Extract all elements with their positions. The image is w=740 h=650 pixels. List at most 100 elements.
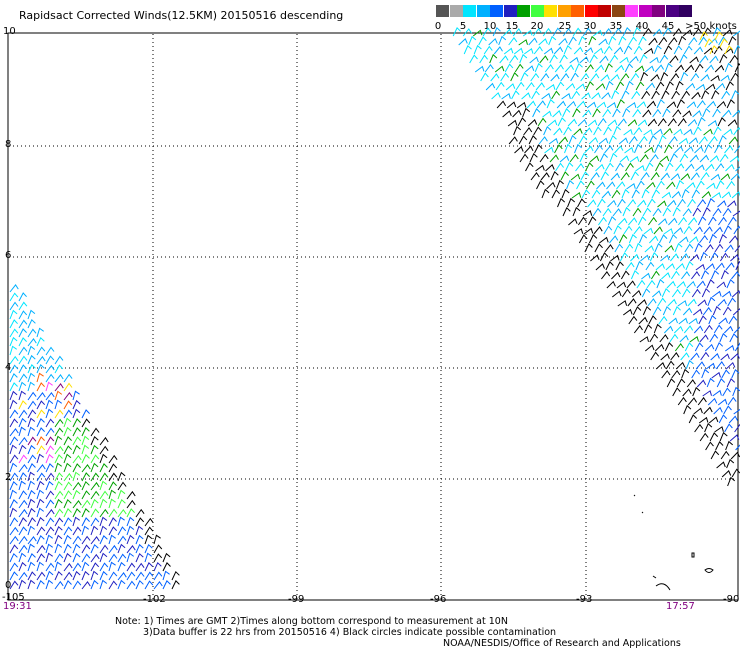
wind-barb bbox=[695, 263, 706, 271]
wind-barb bbox=[559, 54, 568, 64]
wind-barb bbox=[658, 134, 667, 145]
wind-barb bbox=[672, 207, 681, 217]
wind-barb bbox=[27, 354, 36, 365]
legend-swatch bbox=[449, 5, 463, 17]
legend-swatch bbox=[463, 5, 476, 17]
wind-barb bbox=[472, 29, 483, 37]
wind-barb bbox=[9, 399, 18, 410]
wind-barb bbox=[655, 263, 665, 271]
wind-barb bbox=[45, 570, 54, 581]
wind-barb bbox=[687, 298, 697, 307]
wind-barb bbox=[546, 181, 556, 190]
wind-barb bbox=[72, 444, 81, 455]
legend-label: 35 bbox=[609, 21, 623, 32]
wind-barb bbox=[99, 472, 109, 482]
wind-barb bbox=[54, 525, 63, 536]
wind-barb bbox=[726, 378, 736, 388]
wind-barb bbox=[18, 346, 28, 356]
wind-barb bbox=[462, 28, 472, 37]
wind-barb bbox=[536, 100, 546, 109]
wind-barb bbox=[659, 334, 669, 343]
wind-barb bbox=[54, 498, 63, 509]
wind-barb bbox=[732, 109, 740, 118]
wind-barb bbox=[468, 35, 477, 46]
wind-barb bbox=[36, 363, 45, 374]
wind-barb bbox=[63, 391, 73, 401]
wind-barb bbox=[705, 441, 714, 451]
wind-barb bbox=[690, 72, 700, 82]
wind-barb bbox=[721, 191, 732, 199]
wind-barb bbox=[710, 353, 720, 361]
wind-barb bbox=[664, 244, 674, 253]
wind-barb bbox=[153, 571, 163, 581]
wind-barb bbox=[650, 73, 660, 82]
wind-barb bbox=[709, 155, 720, 163]
wind-barb bbox=[679, 236, 689, 244]
wind-barb bbox=[36, 346, 46, 356]
wind-barb bbox=[714, 31, 723, 41]
wind-barb bbox=[699, 334, 709, 343]
wind-barb bbox=[687, 118, 698, 127]
wind-barb bbox=[81, 544, 91, 554]
wind-barb bbox=[730, 72, 739, 82]
wind-barb bbox=[144, 526, 154, 536]
wind-barb bbox=[610, 172, 620, 181]
wind-barb bbox=[577, 118, 588, 127]
wind-barb bbox=[600, 171, 609, 181]
wind-barb bbox=[707, 397, 718, 406]
wind-barb bbox=[564, 143, 573, 154]
wind-barb bbox=[117, 526, 127, 536]
wind-barb bbox=[660, 71, 669, 82]
wind-barb bbox=[63, 562, 73, 572]
wind-barb bbox=[636, 180, 645, 190]
wind-barb bbox=[705, 163, 715, 172]
wind-barb bbox=[534, 62, 543, 73]
wind-barb bbox=[588, 234, 598, 244]
wind-barb bbox=[495, 81, 505, 91]
wind-barb bbox=[9, 364, 19, 374]
wind-barb bbox=[730, 451, 740, 460]
wind-barb bbox=[99, 445, 109, 455]
wind-barb bbox=[693, 126, 702, 136]
wind-barb bbox=[54, 517, 64, 527]
wind-barb bbox=[575, 163, 585, 172]
wind-barb bbox=[108, 498, 116, 509]
wind-barb bbox=[99, 463, 108, 473]
wind-barb bbox=[717, 216, 727, 226]
wind-barb bbox=[692, 386, 701, 397]
wind-barb bbox=[727, 476, 736, 487]
island-outline bbox=[633, 494, 636, 497]
wind-barb bbox=[673, 45, 683, 55]
wind-barb bbox=[725, 81, 734, 91]
wind-barb bbox=[607, 215, 617, 226]
wind-barb bbox=[54, 435, 63, 446]
wind-barb bbox=[27, 489, 36, 500]
wind-barb bbox=[649, 333, 659, 343]
wind-barb bbox=[727, 297, 736, 307]
wind-barb bbox=[728, 315, 738, 325]
wind-barb bbox=[27, 400, 37, 410]
time-left: 19:31 bbox=[3, 601, 32, 612]
wind-barb bbox=[9, 428, 19, 437]
wind-barb bbox=[713, 226, 723, 235]
wind-barb bbox=[676, 378, 686, 388]
wind-barb bbox=[523, 127, 533, 136]
wind-barb bbox=[45, 427, 55, 437]
wind-barb bbox=[723, 225, 732, 235]
wind-barb bbox=[732, 307, 740, 316]
wind-barb bbox=[493, 46, 503, 55]
wind-barb bbox=[610, 73, 620, 82]
legend-label: 20 bbox=[530, 21, 544, 32]
wind-barb bbox=[27, 318, 36, 329]
wind-barb bbox=[36, 571, 46, 581]
wind-barb bbox=[63, 373, 73, 383]
wind-barb bbox=[63, 382, 73, 392]
wind-barb bbox=[570, 173, 581, 181]
wind-barb bbox=[719, 332, 728, 343]
wind-barb bbox=[36, 336, 45, 347]
wind-barb bbox=[63, 490, 73, 500]
wind-barb bbox=[18, 355, 28, 365]
wind-barb bbox=[696, 180, 705, 190]
wind-barb bbox=[556, 179, 564, 190]
